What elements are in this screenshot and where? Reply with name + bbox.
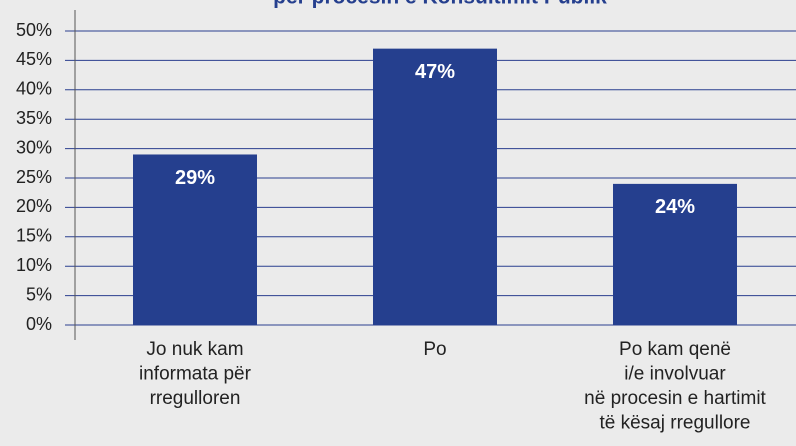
y-tick-label: 40% (16, 79, 52, 99)
value-label: 29% (175, 167, 215, 189)
y-tick-label: 5% (26, 284, 52, 304)
y-tick-label: 50% (16, 20, 52, 40)
value-label: 47% (415, 61, 455, 83)
value-label: 24% (655, 196, 695, 218)
bar (613, 183, 737, 325)
x-tick-label: rregulloren (150, 388, 241, 409)
y-tick-label: 15% (16, 226, 52, 246)
y-tick-label: 35% (16, 108, 52, 128)
x-tick-label: në procesin e hartimit (584, 388, 766, 409)
y-tick-label: 45% (16, 49, 52, 69)
x-tick-label: Jo nuk kam (146, 339, 243, 360)
x-tick-label: të kësaj rregullore (599, 413, 750, 434)
y-tick-label: 30% (16, 137, 52, 157)
bar (133, 154, 257, 325)
bar (373, 48, 497, 325)
x-tick-label: Po (423, 339, 446, 360)
x-tick-label: Po kam qenë (619, 339, 731, 360)
x-tick-label: informata për (139, 364, 252, 385)
y-tick-label: 20% (16, 196, 52, 216)
y-tick-label: 25% (16, 167, 52, 187)
y-tick-label: 0% (26, 314, 52, 334)
chart-title: për procesin e Konsultimit Publik (273, 0, 607, 9)
y-tick-label: 10% (16, 255, 52, 275)
x-tick-label: i/e involvuar (624, 364, 726, 385)
